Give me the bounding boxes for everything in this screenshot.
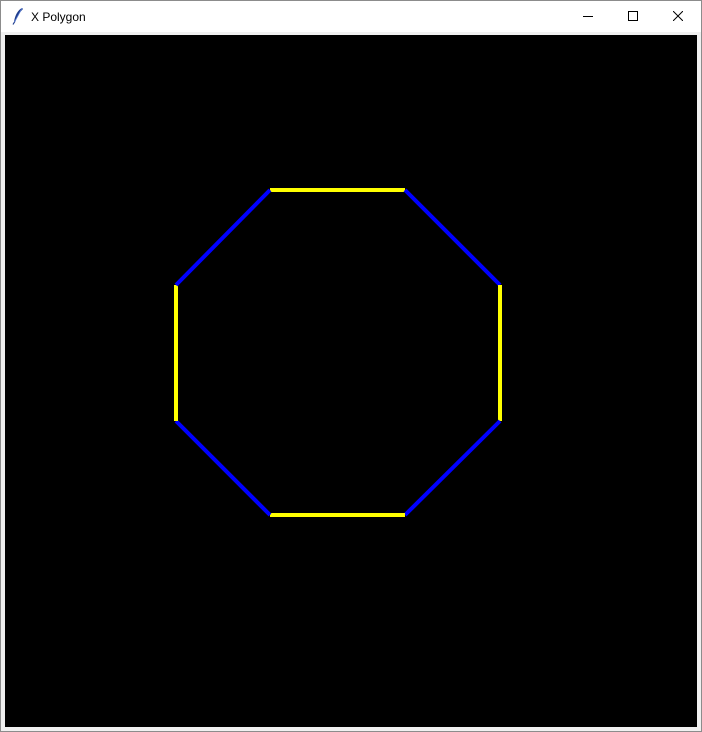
window-title: X Polygon bbox=[31, 10, 86, 24]
octagon-drawing bbox=[174, 188, 502, 517]
title-bar[interactable]: X Polygon bbox=[1, 1, 701, 32]
octagon-edge-top-left bbox=[174, 188, 272, 287]
close-icon bbox=[672, 8, 684, 26]
minimize-button[interactable] bbox=[565, 1, 611, 32]
maximize-button[interactable] bbox=[610, 1, 656, 32]
minimize-icon bbox=[583, 8, 593, 26]
drawing-canvas[interactable] bbox=[5, 35, 697, 727]
close-button[interactable] bbox=[655, 1, 701, 32]
octagon-edge-bottom-left bbox=[174, 419, 272, 517]
octagon-edge-bottom-right bbox=[403, 419, 502, 517]
maximize-icon bbox=[628, 8, 638, 26]
octagon-edge-top-right bbox=[403, 188, 502, 287]
feather-icon bbox=[11, 7, 25, 25]
